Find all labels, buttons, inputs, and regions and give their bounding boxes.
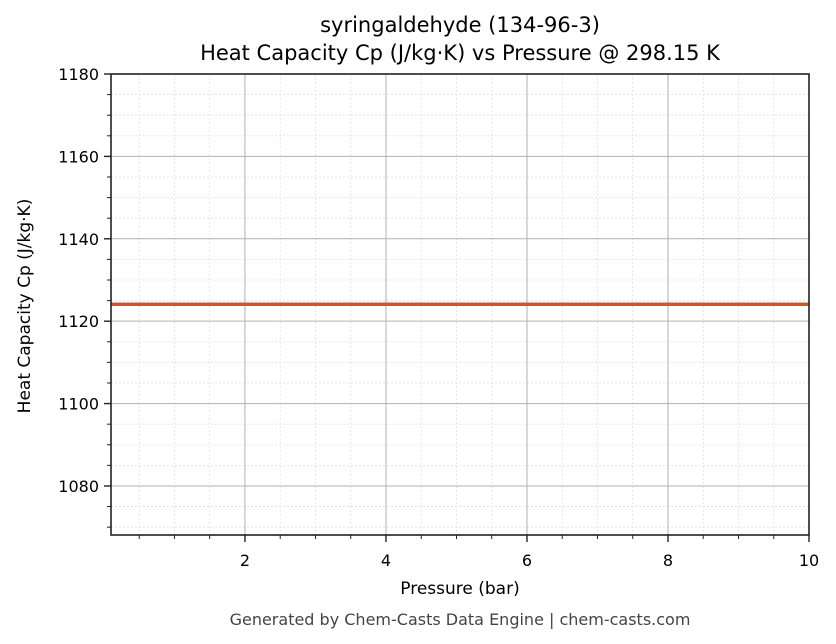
y-tick-label: 1160 [58, 147, 99, 166]
plot-frame [110, 73, 810, 536]
x-tick-labels: 2 4 6 8 10 [240, 551, 819, 570]
x-tick-label: 10 [799, 551, 819, 570]
chart-subtitle: Heat Capacity Cp (J/kg·K) vs Pressure @ … [200, 41, 720, 65]
y-tick-label: 1180 [58, 65, 99, 84]
y-tick-label: 1120 [58, 312, 99, 331]
minor-grid [111, 74, 809, 535]
y-tick-labels: 1080 1100 1120 1140 1160 1180 [58, 65, 99, 496]
y-tick-label: 1080 [58, 477, 99, 496]
x-tick-label: 6 [522, 551, 532, 570]
x-tick-label: 2 [240, 551, 250, 570]
x-axis-label: Pressure (bar) [400, 579, 519, 599]
y-axis-label: Heat Capacity Cp (J/kg·K) [15, 199, 35, 414]
x-tick-label: 8 [663, 551, 673, 570]
y-tick-label: 1140 [58, 230, 99, 249]
x-tick-label: 4 [381, 551, 391, 570]
footer-credit: Generated by Chem-Casts Data Engine | ch… [230, 610, 691, 629]
chart-title: syringaldehyde (134-96-3) [320, 13, 600, 37]
axis-ticks [104, 73, 810, 542]
y-tick-label: 1100 [58, 395, 99, 414]
